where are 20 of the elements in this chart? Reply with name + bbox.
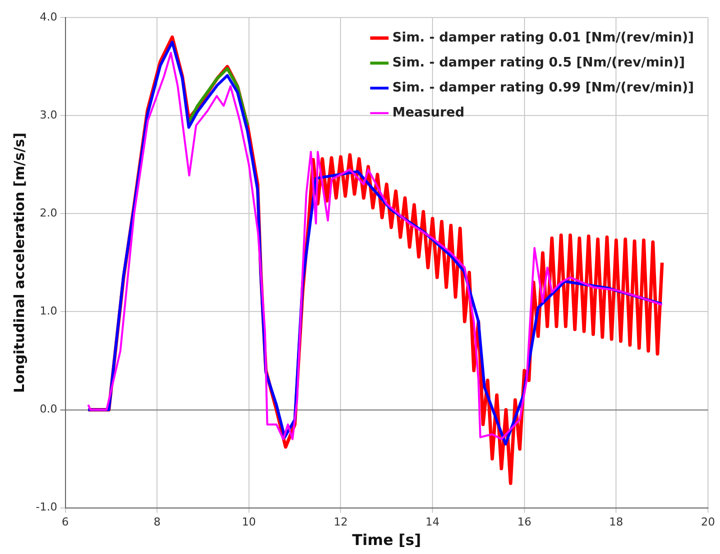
legend-label: Sim. - damper rating 0.01 [Nm/(rev/min)]	[392, 30, 694, 46]
x-axis-title: Time [s]	[352, 530, 422, 549]
x-tick-label: 10	[242, 515, 256, 528]
y-tick-label: 2.0	[40, 206, 58, 220]
x-tick-label: 20	[701, 515, 715, 528]
x-tick-label: 18	[609, 515, 624, 528]
x-tick-label: 6	[62, 515, 69, 528]
x-tick-label: 8	[154, 515, 161, 528]
legend-label: Sim. - damper rating 0.99 [Nm/(rev/min)]	[392, 80, 694, 96]
y-tick-label: 3.0	[40, 108, 58, 122]
y-axis-title: Longitudinal acceleration [m/s/s]	[12, 132, 28, 393]
y-tick-label: 0.0	[40, 402, 58, 416]
legend-label: Measured	[392, 105, 464, 120]
y-tick-label: -1.0	[36, 500, 58, 514]
x-tick-label: 12	[334, 515, 348, 528]
legend-label: Sim. - damper rating 0.5 [Nm/(rev/min)]	[392, 55, 685, 70]
y-tick-label: 4.0	[40, 10, 58, 24]
y-tick-label: 1.0	[40, 304, 58, 318]
x-tick-label: 14	[426, 515, 440, 528]
x-tick-label: 16	[517, 515, 532, 528]
